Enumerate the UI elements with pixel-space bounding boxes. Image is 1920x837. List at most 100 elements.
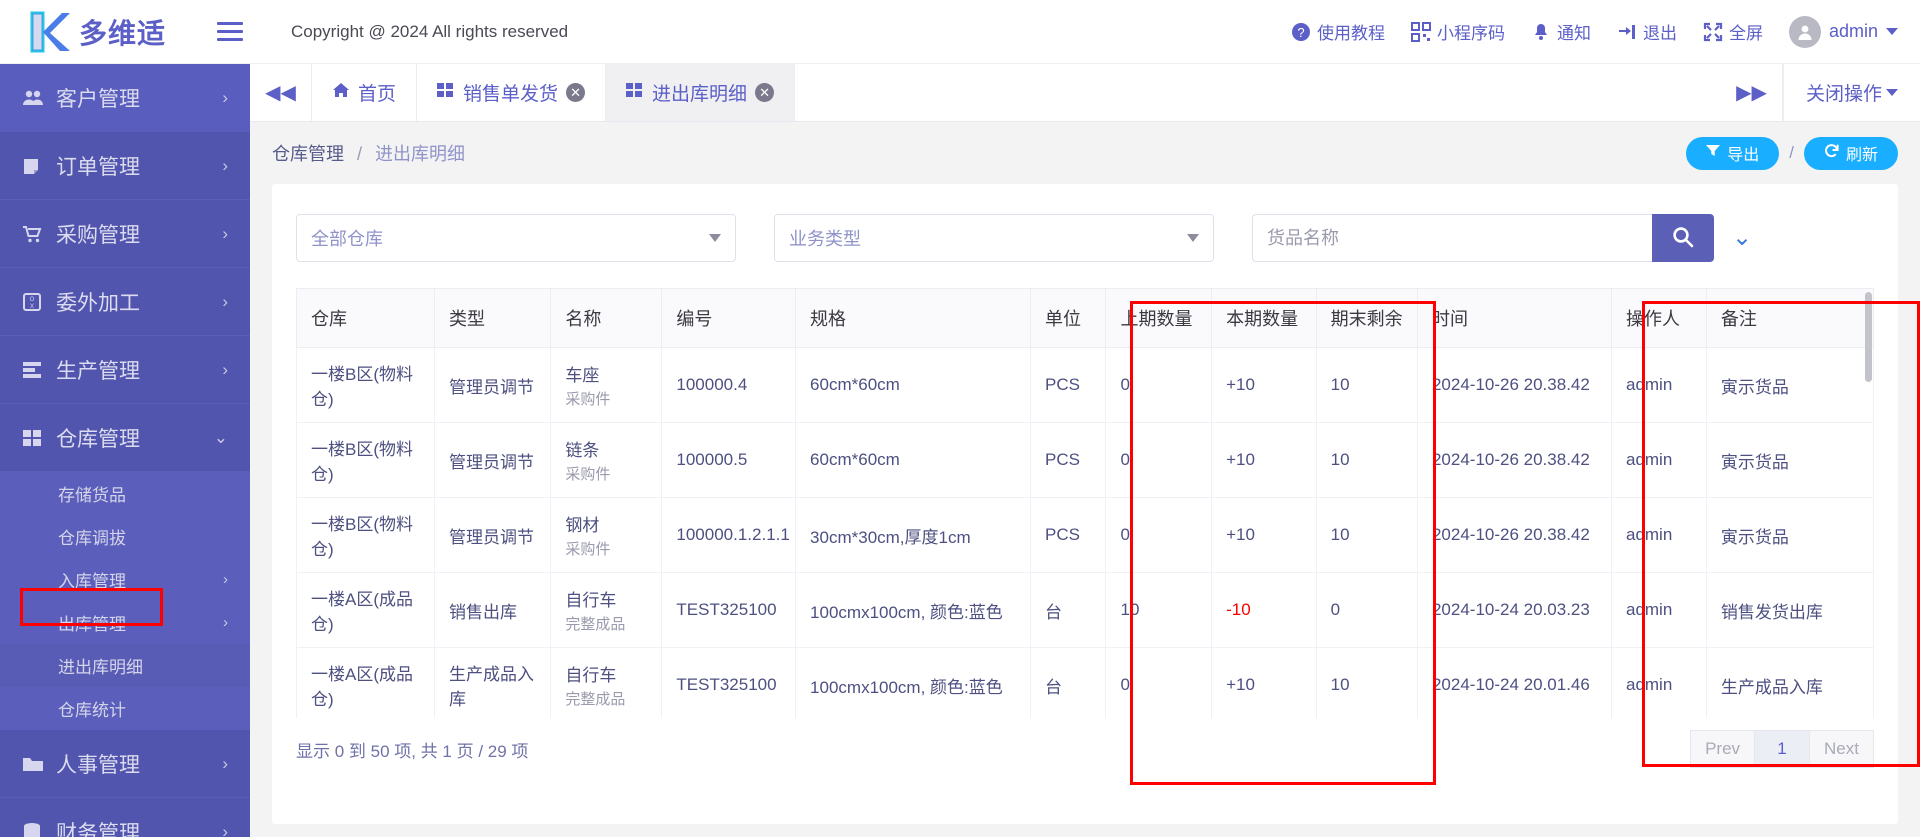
pagination-prev[interactable]: Prev [1690, 730, 1756, 768]
miniprogram-link[interactable]: 小程序码 [1410, 19, 1505, 44]
cell-operator: admin [1611, 497, 1707, 573]
sidebar-subitem-inbound[interactable]: 入库管理 › [0, 558, 250, 601]
cell-spec: 30cm*30cm,厚度1cm [795, 497, 1032, 573]
close-icon[interactable]: ✕ [755, 83, 775, 102]
tutorial-link[interactable]: ? 使用教程 [1291, 19, 1385, 44]
brand-logo[interactable]: 多维适 [0, 0, 205, 64]
col-spec: 规格 [795, 288, 1032, 348]
sidebar-item-purchase[interactable]: 采购管理 › [0, 200, 250, 268]
search-input[interactable] [1252, 214, 1652, 262]
search-button[interactable] [1652, 214, 1714, 262]
pagination-page-1[interactable]: 1 [1754, 730, 1811, 768]
sidebar-item-production[interactable]: 生产管理 › [0, 336, 250, 404]
production-icon [22, 361, 52, 379]
cell-remark: 销售发货出库 [1706, 572, 1874, 648]
sidebar-item-order[interactable]: 订单管理 › [0, 132, 250, 200]
cell-name-sub: 采购件 [565, 391, 611, 408]
col-end-qty: 期末剩余 [1316, 288, 1418, 348]
sidebar-item-label: 财务管理 [56, 821, 140, 837]
breadcrumb-separator: / [357, 144, 363, 164]
finance-icon [22, 822, 52, 837]
sidebar-subitem-storage[interactable]: 存储货品 [0, 472, 250, 515]
tab-label: 进出库明细 [652, 84, 748, 105]
action-separator: / [1789, 143, 1794, 162]
cell-cur-qty: +10 [1211, 347, 1317, 423]
cell-type: 生产成品入库 [434, 647, 552, 718]
filter-icon [1706, 144, 1721, 162]
notification-link[interactable]: 通知 [1531, 19, 1591, 44]
tab-bar-right: ▶▶ 关闭操作 [1721, 64, 1920, 121]
sidebar-subitem-statistics[interactable]: 仓库统计 [0, 687, 250, 730]
search-group: ⌄ [1252, 214, 1752, 262]
table-row[interactable]: 一楼B区(物料仓) 管理员调节 车座 采购件 100000.4 60cm*60cm… [296, 347, 1874, 423]
tab-bar: ◀◀ 首页 销售单发货 ✕ 进出库明细 ✕ ▶▶ 关闭操作 [250, 64, 1920, 122]
sidebar-item-warehouse[interactable]: 仓库管理 ⌄ [0, 404, 250, 472]
logout-link[interactable]: 退出 [1617, 19, 1677, 44]
table-row[interactable]: 一楼B区(物料仓) 管理员调节 链条 采购件 100000.5 60cm*60cm… [296, 422, 1874, 498]
sidebar-subitem-outbound[interactable]: 出库管理 › [0, 601, 250, 644]
cell-spec: 100cmx100cm, 颜色:蓝色 [795, 572, 1032, 648]
cell-name-sub: 完整成品 [565, 691, 626, 708]
sidebar-subitem-transfer[interactable]: 仓库调拔 [0, 515, 250, 558]
sidebar-item-hr[interactable]: 人事管理 › [0, 730, 250, 798]
tab-inout-detail[interactable]: 进出库明细 ✕ [606, 64, 796, 121]
cell-operator: admin [1611, 347, 1707, 423]
app-logo-icon [26, 10, 72, 54]
sidebar-item-label: 生产管理 [56, 359, 140, 383]
sidebar-item-customer[interactable]: 客户管理 › [0, 64, 250, 132]
refresh-button[interactable]: 刷新 [1803, 136, 1898, 170]
table-row[interactable]: 一楼B区(物料仓) 管理员调节 钢材 采购件 100000.1.2.1.1 30c… [296, 497, 1874, 573]
sidebar-item-label: 采购管理 [56, 223, 140, 247]
notification-label: 通知 [1556, 24, 1591, 43]
cell-warehouse: 一楼B区(物料仓) [296, 497, 435, 573]
header-actions: ? 使用教程 小程序码 通知 [1291, 15, 1920, 48]
fullscreen-icon [1703, 22, 1723, 42]
fullscreen-link[interactable]: 全屏 [1703, 19, 1763, 44]
breadcrumb-current: 进出库明细 [375, 144, 466, 164]
sidebar-item-label: 订单管理 [56, 155, 140, 179]
sidebar-subitem-label: 仓库统计 [58, 701, 126, 720]
cell-spec: 60cm*60cm [795, 347, 1032, 423]
svg-text:?: ? [1297, 25, 1304, 40]
chevron-right-icon: › [223, 614, 228, 631]
pagination-next[interactable]: Next [1809, 730, 1874, 768]
cell-name-main: 链条 [565, 441, 600, 460]
business-type-select[interactable]: 业务类型 [774, 214, 1214, 262]
cell-spec: 60cm*60cm [795, 422, 1032, 498]
cell-type: 管理员调节 [434, 422, 552, 498]
tab-sales-shipment[interactable]: 销售单发货 ✕ [417, 64, 607, 121]
table-vertical-scrollbar[interactable] [1865, 292, 1872, 382]
close-icon[interactable]: ✕ [566, 83, 586, 102]
cell-warehouse: 一楼A区(成品仓) [296, 572, 435, 648]
table-row[interactable]: 一楼A区(成品仓) 生产成品入库 自行车 完整成品 TEST325100 100c… [296, 647, 1874, 718]
main-content: ◀◀ 首页 销售单发货 ✕ 进出库明细 ✕ ▶▶ 关闭操作 [250, 64, 1920, 837]
breadcrumb-parent[interactable]: 仓库管理 [272, 144, 344, 164]
chevron-down-icon [709, 234, 721, 242]
table-row[interactable]: 一楼A区(成品仓) 销售出库 自行车 完整成品 TEST325100 100cmx… [296, 572, 1874, 648]
cell-end-qty: 10 [1316, 497, 1418, 573]
cell-name: 链条 采购件 [550, 422, 663, 498]
sidebar-subitem-inout-detail[interactable]: 进出库明细 [0, 644, 250, 687]
col-name: 名称 [550, 288, 663, 348]
close-operations-menu[interactable]: 关闭操作 [1782, 64, 1920, 121]
menu-toggle-icon[interactable] [205, 22, 255, 41]
cell-type: 管理员调节 [434, 347, 552, 423]
breadcrumb: 仓库管理 / 进出库明细 [272, 140, 465, 166]
double-chevron-down-icon[interactable]: ⌄ [1732, 224, 1753, 251]
cell-unit: 台 [1030, 572, 1107, 648]
cell-cur-qty: +10 [1211, 497, 1317, 573]
col-operator: 操作人 [1611, 288, 1707, 348]
sidebar-item-finance[interactable]: 财务管理 › [0, 798, 250, 837]
pagination: Prev 1 Next [1690, 730, 1874, 768]
export-button[interactable]: 导出 [1686, 136, 1780, 170]
cell-name-sub: 采购件 [565, 541, 611, 558]
double-right-icon[interactable]: ▶▶ [1721, 64, 1783, 121]
chevron-down-icon [1886, 28, 1898, 35]
warehouse-select[interactable]: 全部仓库 [296, 214, 736, 262]
tab-home[interactable]: 首页 [312, 64, 418, 121]
cell-code: TEST325100 [661, 647, 797, 718]
grid-icon [626, 82, 644, 104]
double-left-icon[interactable]: ◀◀ [250, 64, 312, 121]
user-menu[interactable]: admin [1788, 15, 1898, 48]
